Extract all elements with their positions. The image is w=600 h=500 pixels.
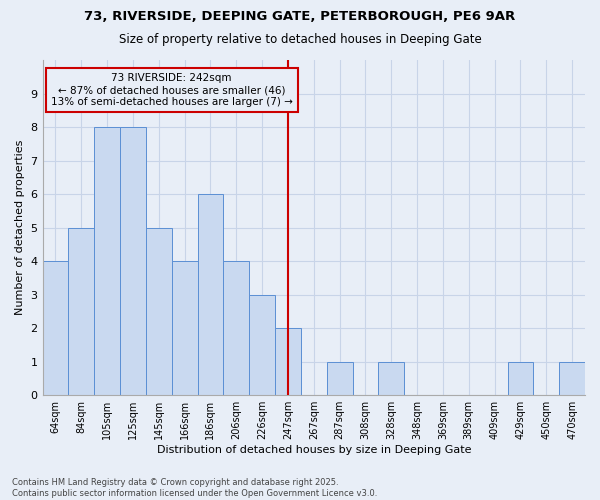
Bar [275,328,301,395]
Bar [326,362,353,395]
Bar [172,261,197,395]
Bar [508,362,533,395]
Bar [146,228,172,395]
Bar [559,362,585,395]
Text: 73, RIVERSIDE, DEEPING GATE, PETERBOROUGH, PE6 9AR: 73, RIVERSIDE, DEEPING GATE, PETERBOROUG… [85,10,515,23]
Bar [43,261,68,395]
Bar [120,127,146,395]
X-axis label: Distribution of detached houses by size in Deeping Gate: Distribution of detached houses by size … [157,445,471,455]
Text: Contains HM Land Registry data © Crown copyright and database right 2025.
Contai: Contains HM Land Registry data © Crown c… [12,478,377,498]
Y-axis label: Number of detached properties: Number of detached properties [15,140,25,316]
Bar [94,127,120,395]
Bar [249,294,275,395]
Text: 73 RIVERSIDE: 242sqm
← 87% of detached houses are smaller (46)
13% of semi-detac: 73 RIVERSIDE: 242sqm ← 87% of detached h… [51,74,293,106]
Bar [379,362,404,395]
Text: Size of property relative to detached houses in Deeping Gate: Size of property relative to detached ho… [119,32,481,46]
Bar [223,261,249,395]
Bar [197,194,223,395]
Bar [68,228,94,395]
